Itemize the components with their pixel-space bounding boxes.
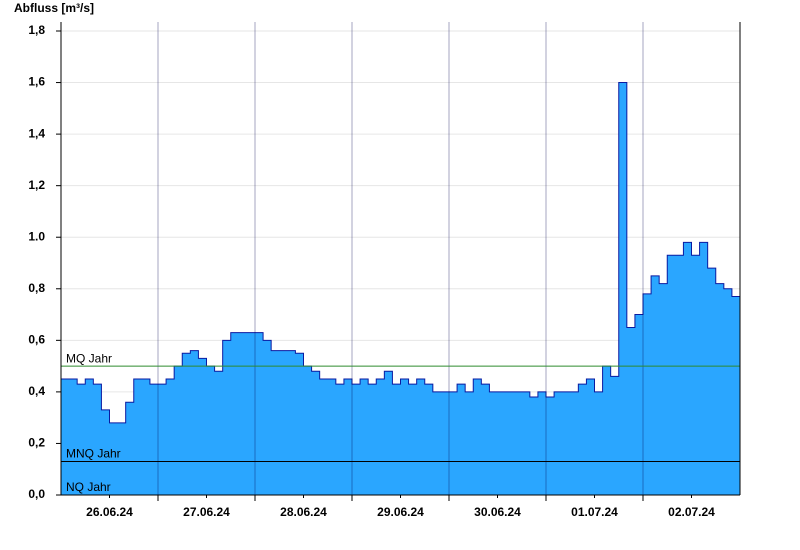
x-tick-label: 27.06.24 — [183, 505, 230, 519]
x-tick-label: 26.06.24 — [86, 505, 133, 519]
x-tick-label: 29.06.24 — [377, 505, 424, 519]
x-tick-label: 02.07.24 — [668, 505, 715, 519]
x-tick-label: 30.06.24 — [474, 505, 521, 519]
y-tick-label: 1,8 — [28, 23, 45, 37]
y-tick-label: 1,6 — [28, 75, 45, 89]
reference-label: MQ Jahr — [66, 351, 112, 365]
y-tick-label: 1,2 — [28, 178, 45, 192]
y-tick-label: 0,8 — [28, 281, 45, 295]
y-tick-label: 0,6 — [28, 333, 45, 347]
reference-label: MNQ Jahr — [66, 447, 121, 461]
x-tick-label: 01.07.24 — [571, 505, 618, 519]
y-tick-label: 0,4 — [28, 384, 45, 398]
x-tick-label: 28.06.24 — [280, 505, 327, 519]
y-axis-label: Abfluss [m³/s] — [14, 1, 94, 15]
y-tick-label: 0,0 — [28, 487, 45, 501]
y-tick-label: 0,2 — [28, 436, 45, 450]
y-tick-label: 1,4 — [28, 126, 45, 140]
reference-label: NQ Jahr — [66, 480, 111, 494]
y-tick-label: 1.0 — [28, 229, 45, 243]
